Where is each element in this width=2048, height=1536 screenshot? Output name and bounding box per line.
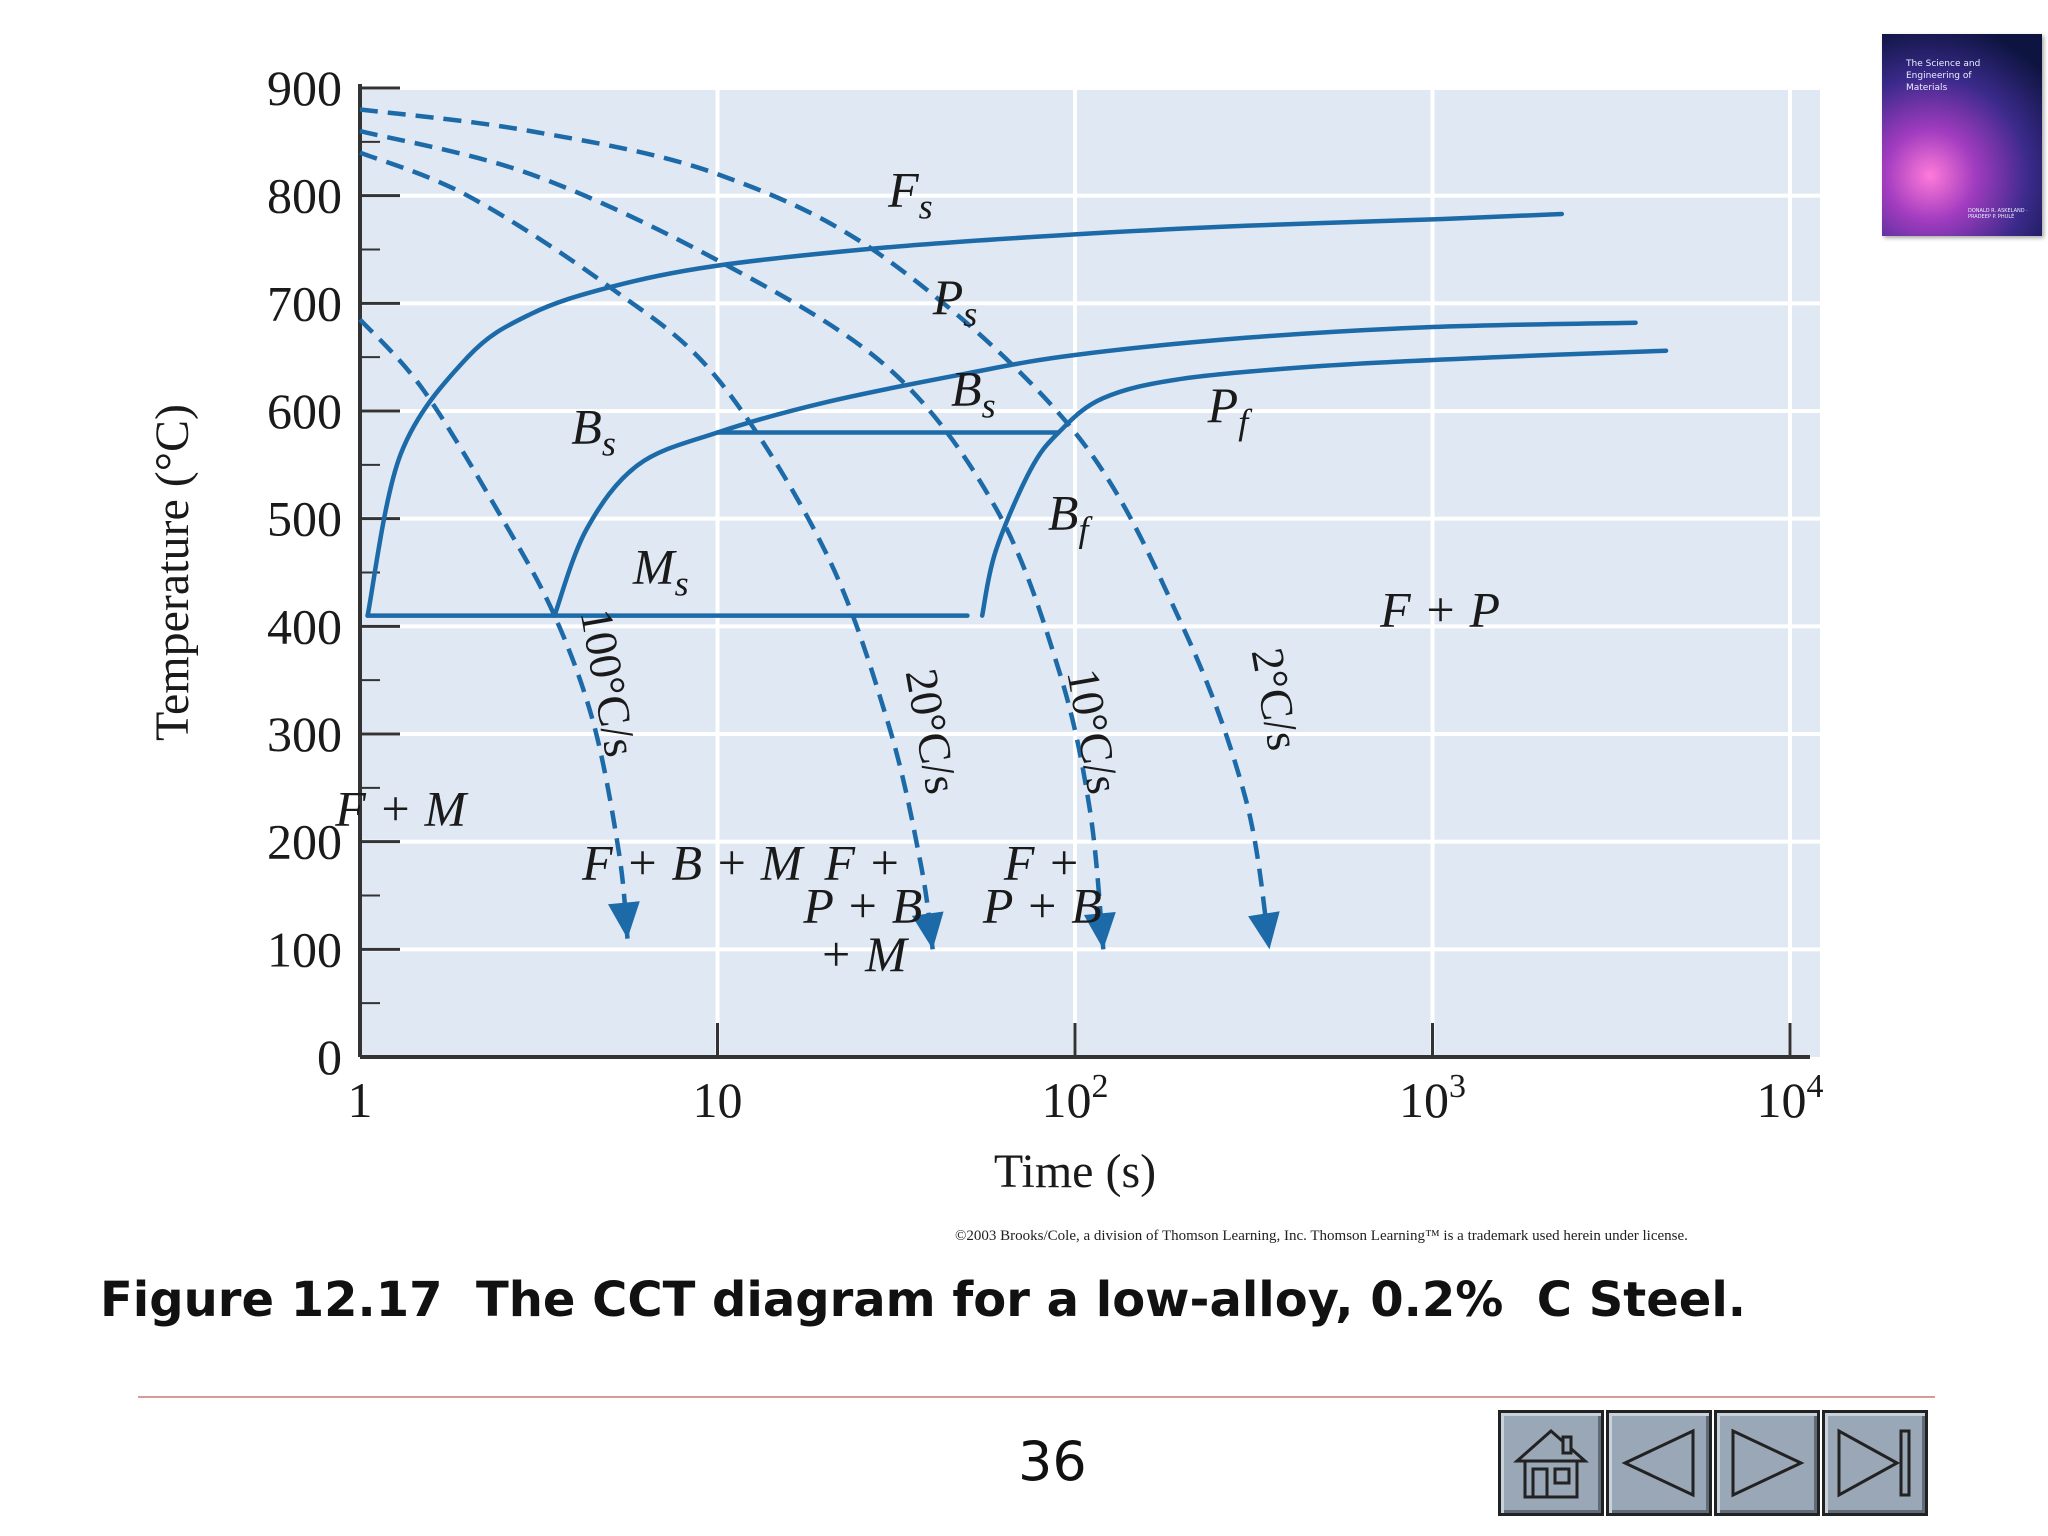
- x-axis-label: Time (s): [994, 1145, 1156, 1198]
- book-cover-title: The Science and Engineering of Materials: [1906, 59, 1981, 93]
- cct-chart: 0 100 200 300 400 500 600 700 800 900 1 10 102 103 104…: [146, 60, 1824, 1198]
- axes: 0 100 200 300 400 500 600 700 800 900 1 10 102 103 104: [267, 60, 1824, 1128]
- curve-label-bs: Bs: [571, 398, 616, 463]
- y-tick-label: 400: [267, 598, 342, 654]
- region-label: F + P: [1379, 581, 1500, 637]
- divider: [138, 1396, 1935, 1398]
- cooling-arrowhead: [1083, 912, 1116, 950]
- book-cover-image: The Science and Engineering of Materials…: [1882, 34, 2042, 236]
- book-cover-authors: DONALD R. ASKELAND · PRADEEP P. PHULÉ: [1968, 208, 2028, 220]
- region-label: + M: [819, 926, 909, 982]
- figure-caption: Figure 12.17 The CCT diagram for a low-a…: [100, 1272, 1747, 1328]
- x-tick-label: 102: [1042, 1068, 1109, 1128]
- triangle-right-icon: [1731, 1428, 1805, 1498]
- plot-area: [360, 88, 1820, 1057]
- y-tick-label: 200: [267, 814, 342, 870]
- cooling-curve-2degc-s: [359, 107, 1272, 950]
- cooling-arrowhead: [911, 911, 944, 950]
- copyright-notice: ©2003 Brooks/Cole, a division of Thomson…: [955, 1228, 1688, 1244]
- region-label: F +: [1003, 834, 1081, 890]
- x-tick-label: 1: [348, 1072, 373, 1128]
- y-tick-label: 700: [267, 275, 342, 331]
- curve-p-s: [552, 320, 1638, 618]
- home-button[interactable]: [1498, 1410, 1604, 1516]
- next-slide-button[interactable]: [1714, 1410, 1820, 1516]
- cooling-curve-100degc-s: [358, 317, 630, 939]
- y-tick-label: 600: [267, 383, 342, 439]
- y-tick-label: 500: [267, 491, 342, 547]
- page-number: 36: [1018, 1430, 1087, 1493]
- x-tick-label: 104: [1757, 1068, 1824, 1128]
- region-label: F +: [823, 834, 901, 890]
- x-tick-label: 103: [1399, 1068, 1466, 1128]
- y-tick-label: 0: [317, 1029, 342, 1085]
- region-label: P + B: [802, 877, 922, 933]
- previous-slide-button[interactable]: [1606, 1410, 1712, 1516]
- x-tick-label: 10: [693, 1072, 743, 1128]
- y-axis-label: Temperature (°C): [146, 404, 199, 741]
- cooling-curve-20degc-s: [359, 150, 935, 950]
- cooling-curve-10degc-s: [359, 128, 1106, 950]
- curve-f-s: [365, 211, 1565, 618]
- last-slide-button[interactable]: [1822, 1410, 1928, 1516]
- cooling-arrowhead: [1248, 911, 1280, 950]
- region-label: F + M: [334, 781, 468, 837]
- curves: [358, 107, 1669, 950]
- skip-to-end-icon: [1837, 1428, 1911, 1498]
- curve-p-f: [979, 348, 1669, 618]
- cooling-arrowhead: [608, 901, 640, 939]
- home-icon: [1513, 1428, 1589, 1499]
- y-tick-label: 300: [267, 706, 342, 762]
- slide-navigation: [1498, 1410, 1928, 1516]
- region-label: P + B: [982, 877, 1102, 933]
- grid: [360, 86, 1820, 1057]
- y-tick-label: 800: [267, 168, 342, 224]
- y-tick-label: 900: [267, 60, 342, 116]
- region-label: F + B + M: [581, 834, 805, 890]
- triangle-left-icon: [1621, 1428, 1695, 1498]
- y-tick-label: 100: [267, 921, 342, 977]
